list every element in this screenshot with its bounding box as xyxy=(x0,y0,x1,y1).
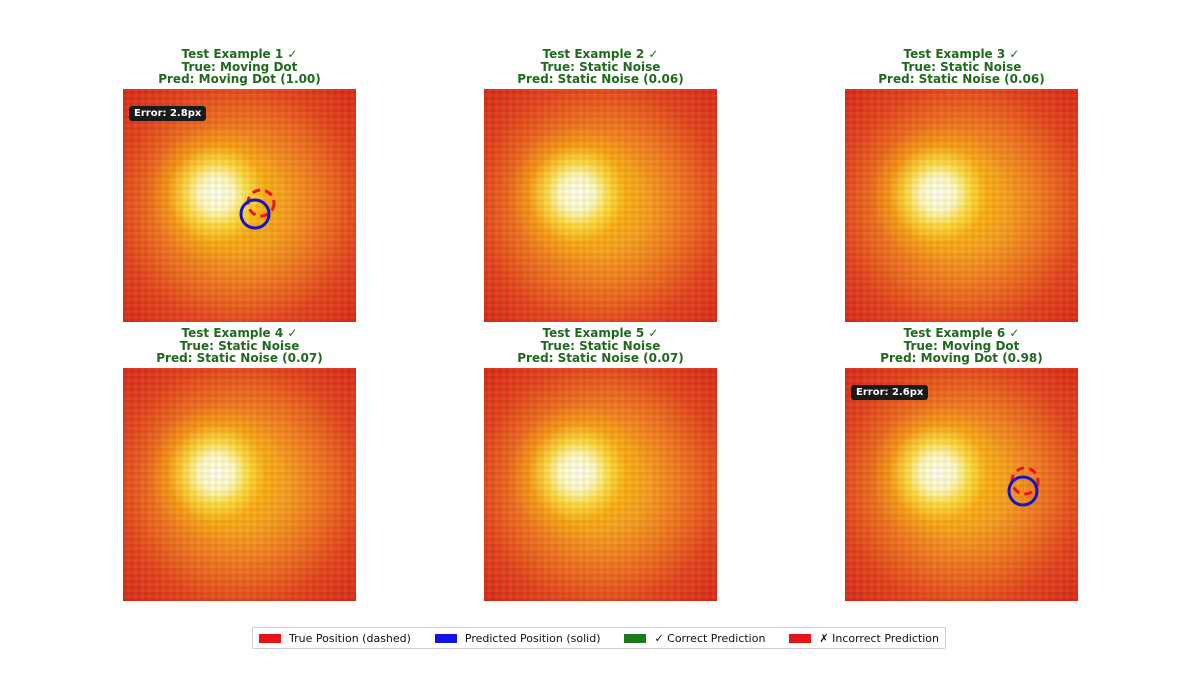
position-markers xyxy=(1007,466,1040,507)
panel-title-line-1: Test Example 3 ✓ xyxy=(903,47,1020,61)
heatmap-image xyxy=(484,89,717,322)
panel-title-line-2: True: Static Noise xyxy=(540,338,661,353)
panel-title: Test Example 5 ✓ True: Static Noise Pred… xyxy=(444,327,757,365)
panel-title: Test Example 1 ✓ True: Moving Dot Pred: … xyxy=(83,48,396,86)
panel-title-line-3: Pred: Moving Dot (0.98) xyxy=(880,351,1043,365)
error-badge: Error: 2.8px xyxy=(129,106,207,121)
error-badge: Error: 2.6px xyxy=(851,385,929,400)
panel-title: Test Example 2 ✓ True: Static Noise Pred… xyxy=(444,48,757,86)
heatmap-image xyxy=(845,368,1078,601)
panel-title-line-2: True: Static Noise xyxy=(901,59,1022,74)
panel-title-line-3: Pred: Static Noise (0.06) xyxy=(878,72,1045,86)
legend-swatch xyxy=(624,633,647,643)
legend-swatch xyxy=(789,633,812,643)
heatmap-image xyxy=(845,89,1078,322)
panel-title-line-1: Test Example 1 ✓ xyxy=(181,47,298,61)
panel-title: Test Example 3 ✓ True: Static Noise Pred… xyxy=(805,48,1118,86)
legend: True Position (dashed) Predicted Positio… xyxy=(252,627,946,649)
panel-title-line-3: Pred: Static Noise (0.06) xyxy=(517,72,684,86)
legend-swatch xyxy=(259,633,281,643)
legend-label: Predicted Position (solid) xyxy=(464,631,601,645)
panel-title-line-1: Test Example 2 ✓ xyxy=(542,47,659,61)
position-markers xyxy=(239,188,276,230)
panel-title-line-2: True: Moving Dot xyxy=(903,338,1020,353)
legend-item-true-position: True Position (dashed) xyxy=(259,632,411,645)
legend-item-incorrect-prediction: ✗ Incorrect Prediction xyxy=(789,632,939,645)
panel-title-line-1: Test Example 5 ✓ xyxy=(542,326,659,340)
legend-swatch xyxy=(434,633,457,643)
legend-label: ✗ Incorrect Prediction xyxy=(819,631,939,645)
panel-title-line-2: True: Static Noise xyxy=(179,338,300,353)
panel-title: Test Example 4 ✓ True: Static Noise Pred… xyxy=(83,327,396,365)
panel-title-line-3: Pred: Static Noise (0.07) xyxy=(517,351,684,365)
heatmap-image xyxy=(123,368,356,601)
legend-item-correct-prediction: ✓ Correct Prediction xyxy=(624,632,765,645)
legend-item-predicted-position: Predicted Position (solid) xyxy=(434,631,601,645)
panel-title-line-1: Test Example 6 ✓ xyxy=(903,326,1020,340)
panel-title-line-2: True: Moving Dot xyxy=(181,59,298,74)
heatmap-image xyxy=(484,368,717,601)
panel-title-line-1: Test Example 4 ✓ xyxy=(181,326,298,340)
legend-label: ✓ Correct Prediction xyxy=(654,631,766,645)
panel-title-line-2: True: Static Noise xyxy=(540,59,661,74)
predicted-position-marker xyxy=(1007,475,1039,507)
legend-label: True Position (dashed) xyxy=(289,631,411,645)
panel-title-line-3: Pred: Moving Dot (1.00) xyxy=(158,72,321,86)
heatmap-image xyxy=(123,89,356,322)
panel-title: Test Example 6 ✓ True: Moving Dot Pred: … xyxy=(805,327,1118,365)
panel-title-line-3: Pred: Static Noise (0.07) xyxy=(156,351,323,365)
predicted-position-marker xyxy=(239,198,271,230)
